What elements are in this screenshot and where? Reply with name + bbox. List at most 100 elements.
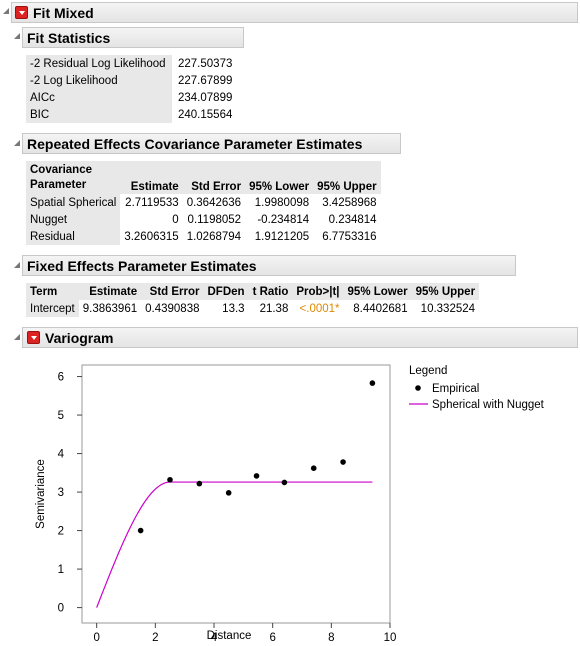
- collapse-triangle-icon[interactable]: [14, 140, 20, 146]
- repeated-effects-header[interactable]: Repeated Effects Covariance Parameter Es…: [22, 133, 401, 154]
- stat-label: -2 Log Likelihood: [26, 72, 172, 89]
- variogram-title: Variogram: [45, 329, 114, 346]
- cell-value: 3.4258968: [322, 196, 377, 209]
- stat-value: 227.67899: [178, 74, 233, 87]
- table-row: Intercept 9.3863961 0.4390838 13.3 21.38 <.00…: [26, 300, 479, 317]
- y-tick-label: 3: [58, 487, 64, 499]
- variogram-chart: 0 1 2 3 4 5 6 0 2 4 6 8 10 Distance Semivariance Le…: [35, 364, 545, 644]
- y-axis-label: Semivariance: [35, 459, 47, 529]
- row-label: Intercept: [26, 300, 79, 317]
- fixed-effects-table: Term Estimate Std Error DFDen t Ratio Prob>|t…: [26, 283, 480, 317]
- fit-statistics-table: -2 Residual Log Likelihood 227.50373 -2 Lo…: [26, 55, 236, 123]
- stat-value: 234.07899: [178, 91, 233, 104]
- cell-value: 6.7753316: [322, 230, 377, 243]
- y-tick-label: 6: [58, 372, 64, 384]
- table-row: Spatial Spherical 2.7119533 0.3642636 1.998…: [26, 194, 381, 211]
- row-label: Spatial Spherical: [26, 194, 121, 211]
- legend-label-model: Spherical with Nugget: [432, 399, 545, 411]
- stat-label: BIC: [26, 106, 172, 123]
- red-triangle-menu-icon[interactable]: [27, 331, 40, 344]
- x-tick-label: 0: [93, 632, 99, 644]
- collapse-triangle-icon[interactable]: [3, 8, 9, 14]
- table-row: -2 Log Likelihood 227.67899: [26, 72, 236, 89]
- cell-value: 1.0268794: [186, 230, 242, 243]
- row-label: Residual: [26, 228, 121, 245]
- column-header[interactable]: 95% Upper: [313, 161, 381, 194]
- cell-value: 0.234814: [328, 213, 377, 226]
- cell-value: 13.3: [222, 302, 245, 315]
- cell-value: 9.3863961: [82, 302, 138, 315]
- cell-value: -0.234814: [257, 213, 310, 226]
- empirical-point: [310, 465, 317, 471]
- empirical-point: [369, 380, 376, 386]
- plot-frame: [81, 364, 391, 624]
- x-axis-label: Distance: [207, 630, 252, 642]
- column-header[interactable]: Estimate: [78, 283, 142, 300]
- collapse-triangle-icon[interactable]: [14, 33, 20, 39]
- y-tick-label: 1: [58, 564, 64, 576]
- fixed-effects-header[interactable]: Fixed Effects Parameter Estimates: [22, 255, 516, 276]
- fit-mixed-header[interactable]: Fit Mixed: [11, 2, 578, 23]
- legend-title: Legend: [409, 365, 447, 377]
- empirical-point: [340, 459, 346, 465]
- fixed-effects-title: Fixed Effects Parameter Estimates: [27, 257, 257, 274]
- x-tick-label: 8: [328, 632, 334, 644]
- legend-marker-empirical: [415, 385, 421, 391]
- y-tick-label: 4: [58, 449, 65, 461]
- column-header[interactable]: 95% Lower: [245, 161, 314, 194]
- column-header[interactable]: Std Error: [141, 283, 204, 300]
- table-row: -2 Residual Log Likelihood 227.50373: [26, 55, 236, 72]
- spherical-model-line: [96, 481, 373, 608]
- repeated-effects-title: Repeated Effects Covariance Parameter Es…: [27, 135, 363, 152]
- cell-value: 2.7119533: [125, 196, 179, 209]
- red-triangle-menu-icon[interactable]: [15, 6, 28, 19]
- y-tick-label: 0: [58, 603, 64, 615]
- empirical-point: [167, 476, 173, 483]
- y-tick-label: 2: [58, 526, 64, 538]
- table-row: AICc 234.07899: [26, 89, 236, 106]
- cell-value: 0: [172, 213, 179, 226]
- x-tick-label: 6: [269, 632, 275, 644]
- column-header[interactable]: 95% Lower: [343, 283, 412, 300]
- stat-value: 240.15564: [178, 108, 233, 121]
- p-value: <.0001*: [299, 302, 340, 315]
- collapse-triangle-icon[interactable]: [14, 334, 20, 340]
- cell-value: 1.9980098: [254, 196, 310, 209]
- fit-statistics-title: Fit Statistics: [27, 29, 111, 46]
- table-row: Residual 3.2606315 1.0268794 1.9121205 6.775…: [26, 228, 381, 245]
- fit-statistics-header[interactable]: Fit Statistics: [22, 27, 244, 48]
- legend-label-empirical: Empirical: [432, 383, 479, 395]
- column-header[interactable]: DFDen: [203, 283, 249, 300]
- empirical-point: [253, 473, 260, 479]
- stat-label: AICc: [26, 89, 172, 106]
- x-tick-label: 4: [211, 632, 218, 644]
- stat-label: -2 Residual Log Likelihood: [26, 55, 172, 72]
- cell-value: 21.38: [259, 302, 289, 315]
- column-header[interactable]: Term: [26, 283, 79, 300]
- fit-mixed-title: Fit Mixed: [33, 4, 94, 21]
- table-row: Nugget 0 0.1198052 -0.234814 0.234814: [26, 211, 381, 228]
- empirical-point: [281, 479, 288, 486]
- table-row: BIC 240.15564: [26, 106, 236, 123]
- cell-value: 3.2606315: [124, 230, 179, 243]
- cell-value: 0.4390838: [145, 302, 200, 315]
- empirical-point: [196, 480, 203, 487]
- column-header[interactable]: 95% Upper: [411, 283, 480, 300]
- column-header[interactable]: Std Error: [182, 161, 246, 194]
- y-tick-label: 5: [58, 410, 64, 422]
- cell-value: 8.4402681: [353, 302, 408, 315]
- row-label: Nugget: [26, 211, 121, 228]
- repeated-effects-table: Covariance Parameter Estimate Std Error 95%…: [26, 161, 381, 245]
- cell-value: 0.3642636: [186, 196, 242, 209]
- column-header[interactable]: Prob>|t|: [292, 283, 344, 300]
- x-tick-label: 2: [152, 632, 158, 644]
- column-header[interactable]: Covariance Parameter: [26, 161, 121, 194]
- variogram-header[interactable]: Variogram: [22, 327, 578, 348]
- column-header[interactable]: t Ratio: [248, 283, 293, 300]
- column-header[interactable]: Estimate: [120, 161, 183, 194]
- empirical-point: [225, 490, 232, 496]
- x-tick-label: 10: [384, 632, 397, 644]
- collapse-triangle-icon[interactable]: [14, 262, 20, 268]
- cell-value: 10.332524: [420, 302, 476, 315]
- empirical-point: [137, 527, 144, 534]
